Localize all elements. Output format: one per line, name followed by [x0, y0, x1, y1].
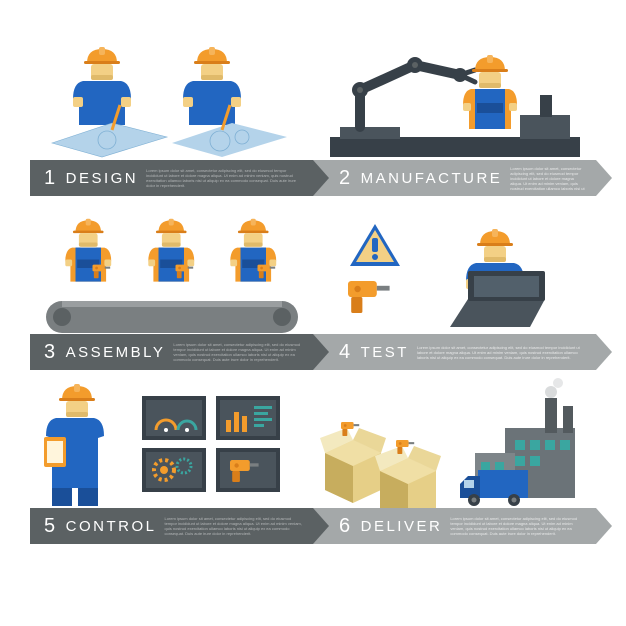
step-bar-1: 1 DESIGN Lorem ipsum dolor sit amet, con…	[30, 160, 313, 196]
panel-bars	[216, 396, 280, 440]
illustration-design	[30, 30, 313, 160]
row-1: 1 DESIGN Lorem ipsum dolor sit amet, con…	[30, 30, 596, 196]
step-bar-5: 5 CONTROL Lorem ipsum dolor sit amet, co…	[30, 508, 313, 544]
step-number: 4	[339, 341, 351, 364]
step-title: ASSEMBLY	[66, 344, 166, 361]
row-3: 5 CONTROL Lorem ipsum dolor sit amet, co…	[30, 378, 596, 544]
panel-drill	[216, 448, 280, 492]
step-bar-6: 6 DELIVER Lorem ipsum dolor sit amet, co…	[313, 508, 596, 544]
step-number: 3	[44, 341, 56, 364]
step-bar-4: 4 TEST Lorem ipsum dolor sit amet, conse…	[313, 334, 596, 370]
row-2: 3 ASSEMBLY Lorem ipsum dolor sit amet, c…	[30, 204, 596, 370]
panel-gauges	[142, 396, 206, 440]
step-lorem: Lorem ipsum dolor sit amet, consectetur …	[417, 345, 586, 360]
panel-gears	[142, 448, 206, 492]
step-lorem: Lorem ipsum dolor sit amet, consectetur …	[146, 168, 303, 188]
step-number: 2	[339, 167, 351, 190]
infographic: 1 DESIGN Lorem ipsum dolor sit amet, con…	[30, 30, 596, 544]
step-title: DESIGN	[66, 170, 139, 187]
illustration-manufacture	[313, 30, 596, 160]
step-title: CONTROL	[66, 518, 157, 535]
step-lorem: Lorem ipsum dolor sit amet, consectetur …	[164, 516, 303, 536]
step-title: MANUFACTURE	[361, 170, 503, 187]
step-number: 6	[339, 515, 351, 538]
step-lorem: Lorem ipsum dolor sit amet, consectetur …	[173, 342, 303, 362]
step-lorem: Lorem ipsum dolor sit amet, consectetur …	[450, 516, 586, 536]
step-bar-2: 2 MANUFACTURE Lorem ipsum dolor sit amet…	[313, 160, 596, 196]
step-number: 5	[44, 515, 56, 538]
step-title: DELIVER	[361, 518, 443, 535]
step-bar-3: 3 ASSEMBLY Lorem ipsum dolor sit amet, c…	[30, 334, 313, 370]
illustration-control	[30, 378, 313, 508]
step-number: 1	[44, 167, 56, 190]
step-title: TEST	[361, 344, 409, 361]
illustration-assembly	[30, 204, 313, 334]
illustration-test	[313, 204, 596, 334]
step-lorem: Lorem ipsum dolor sit amet, consectetur …	[510, 166, 586, 191]
illustration-deliver	[313, 378, 596, 508]
